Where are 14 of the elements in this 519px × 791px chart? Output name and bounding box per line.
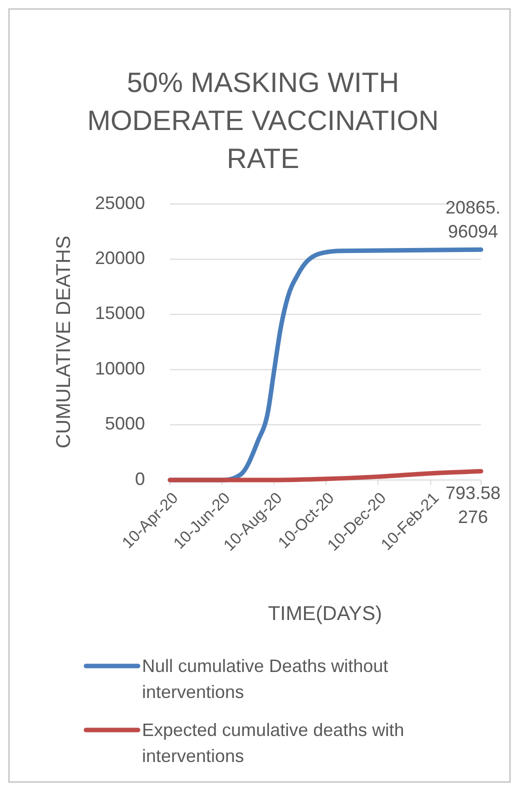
data-label: 793.58276 — [445, 483, 501, 528]
y-tick-label: 5000 — [104, 414, 145, 434]
y-tick-label: 0 — [134, 468, 145, 489]
chart-title: 50% MASKING WITH MODERATE VACCINATION RATE — [87, 67, 439, 174]
legend-label: Expected cumulative deaths with interventions — [142, 720, 404, 766]
y-axis-title: CUMULATIVE DEATHS — [53, 236, 75, 448]
data-label: 20865.96094 — [445, 198, 501, 242]
x-axis-title: TIME(DAYS) — [268, 603, 382, 625]
y-tick-label: 20000 — [94, 248, 145, 268]
y-tick-label: 15000 — [94, 303, 145, 324]
y-tick-label: 10000 — [94, 358, 145, 378]
y-tick-label: 25000 — [94, 192, 145, 213]
legend-label: Null cumulative Deaths without interventions — [142, 656, 388, 702]
line-series — [168, 468, 484, 482]
